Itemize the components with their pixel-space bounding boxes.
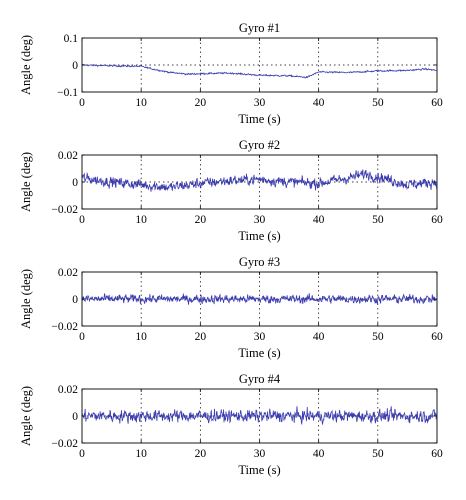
- x-axis-label: Time (s): [238, 112, 280, 126]
- gyro-3-title: Gyro #3: [239, 255, 280, 269]
- y-tick-label: 0.02: [58, 384, 78, 396]
- x-tick-label: 10: [135, 97, 147, 109]
- x-tick-label: 30: [254, 448, 266, 460]
- x-tick-label: 20: [195, 331, 207, 343]
- x-tick-label: 60: [431, 448, 443, 460]
- x-tick-label: 50: [372, 331, 384, 343]
- y-tick-label: −0.02: [51, 321, 78, 333]
- y-tick-label: 0.02: [58, 267, 78, 279]
- x-tick-label: 30: [254, 97, 266, 109]
- x-tick-label: 40: [313, 214, 325, 226]
- x-tick-label: 10: [135, 214, 147, 226]
- y-tick-label: 0: [72, 60, 78, 72]
- x-tick-label: 0: [79, 214, 85, 226]
- x-tick-label: 20: [195, 97, 207, 109]
- x-tick-label: 40: [313, 448, 325, 460]
- y-axis-label: Angle (deg): [19, 386, 33, 446]
- x-axis-label: Time (s): [238, 346, 280, 360]
- y-tick-label: 0: [72, 411, 78, 423]
- x-tick-label: 30: [254, 331, 266, 343]
- y-tick-label: 0.1: [64, 33, 79, 45]
- x-tick-label: 40: [313, 97, 325, 109]
- gyro-2-title: Gyro #2: [239, 138, 280, 152]
- x-tick-label: 30: [254, 214, 266, 226]
- x-tick-label: 40: [313, 331, 325, 343]
- x-axis-label: Time (s): [238, 463, 280, 477]
- y-tick-label: 0: [72, 177, 78, 189]
- x-tick-label: 60: [431, 331, 443, 343]
- y-tick-label: 0.02: [58, 150, 78, 162]
- x-tick-label: 60: [431, 97, 443, 109]
- x-tick-label: 20: [195, 214, 207, 226]
- x-tick-label: 60: [431, 214, 443, 226]
- y-axis-label: Angle (deg): [19, 269, 33, 329]
- gyro-1-title: Gyro #1: [239, 21, 280, 35]
- x-tick-label: 0: [79, 97, 85, 109]
- gyro-2-trace: [82, 169, 437, 192]
- gyro-3-trace: [82, 293, 437, 305]
- y-axis-label: Angle (deg): [19, 35, 33, 95]
- y-tick-label: −0.1: [57, 87, 78, 99]
- x-tick-label: 50: [372, 214, 384, 226]
- x-axis-label: Time (s): [238, 229, 280, 243]
- x-tick-label: 10: [135, 331, 147, 343]
- x-tick-label: 50: [372, 448, 384, 460]
- x-tick-label: 10: [135, 448, 147, 460]
- y-axis-label: Angle (deg): [19, 152, 33, 212]
- gyro-4-title: Gyro #4: [239, 372, 281, 386]
- x-tick-label: 0: [79, 448, 85, 460]
- y-tick-label: −0.02: [51, 204, 78, 216]
- x-tick-label: 0: [79, 331, 85, 343]
- x-tick-label: 20: [195, 448, 207, 460]
- gyro-4-trace: [82, 406, 437, 425]
- y-tick-label: −0.02: [51, 438, 78, 450]
- x-tick-label: 50: [372, 97, 384, 109]
- y-tick-label: 0: [72, 294, 78, 306]
- gyro-1-trace: [82, 63, 437, 79]
